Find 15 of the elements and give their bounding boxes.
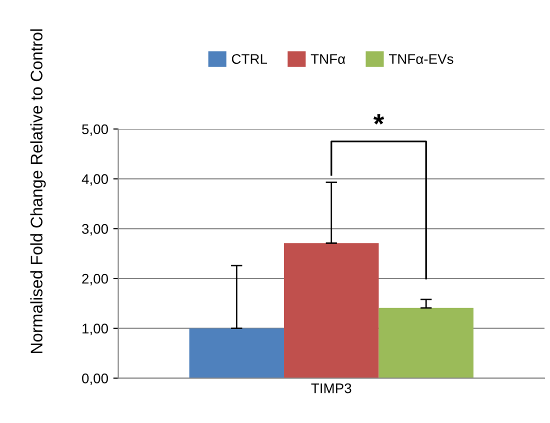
y-tick-label: 4,00	[82, 174, 108, 186]
y-tick-label: 3,00	[82, 224, 108, 236]
y-tick-label: 0,00	[82, 373, 108, 385]
y-axis-title: Normalised Fold Change Relative to Control	[30, 29, 46, 353]
bar	[284, 243, 379, 378]
legend-label: TNFα	[310, 54, 346, 64]
x-tick-label: TIMP3	[311, 383, 352, 394]
legend-label: TNFα-EVs	[388, 54, 454, 64]
text: *	[373, 114, 384, 124]
y-tick-label: 1,00	[82, 324, 108, 336]
y-tick-label: 2,00	[82, 274, 108, 286]
legend-label: CTRL	[232, 54, 268, 64]
bar	[189, 328, 284, 378]
bar	[378, 308, 474, 378]
y-tick-label: 5,00	[82, 124, 108, 136]
